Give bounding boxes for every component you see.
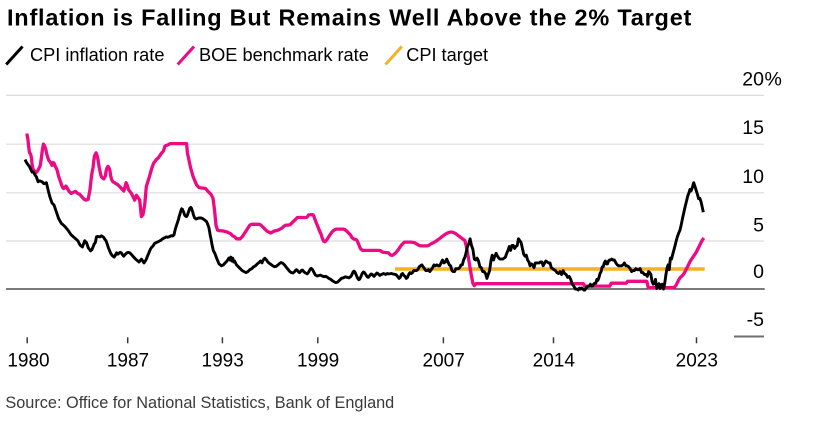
svg-text:1980: 1980: [7, 351, 49, 372]
svg-text:5: 5: [753, 214, 764, 236]
svg-text:1993: 1993: [202, 351, 244, 372]
svg-text:1999: 1999: [297, 351, 339, 372]
svg-text:CPI inflation rate: CPI inflation rate: [30, 45, 164, 65]
svg-text:-5: -5: [747, 309, 764, 331]
svg-text:15: 15: [742, 117, 764, 139]
svg-text:Inflation is Falling But Remai: Inflation is Falling But Remains Well Ab…: [7, 4, 692, 30]
svg-text:Source: Office for National St: Source: Office for National Statistics, …: [5, 394, 394, 412]
svg-text:1987: 1987: [107, 351, 149, 372]
svg-text:%: %: [765, 68, 782, 90]
svg-text:2023: 2023: [676, 351, 718, 372]
svg-text:2014: 2014: [533, 351, 576, 372]
svg-text:2007: 2007: [423, 351, 465, 372]
svg-text:CPI target: CPI target: [406, 45, 488, 65]
svg-text:20: 20: [742, 68, 764, 90]
svg-text:0: 0: [753, 261, 764, 283]
svg-text:10: 10: [742, 166, 764, 188]
svg-text:BOE benchmark rate: BOE benchmark rate: [199, 45, 369, 65]
